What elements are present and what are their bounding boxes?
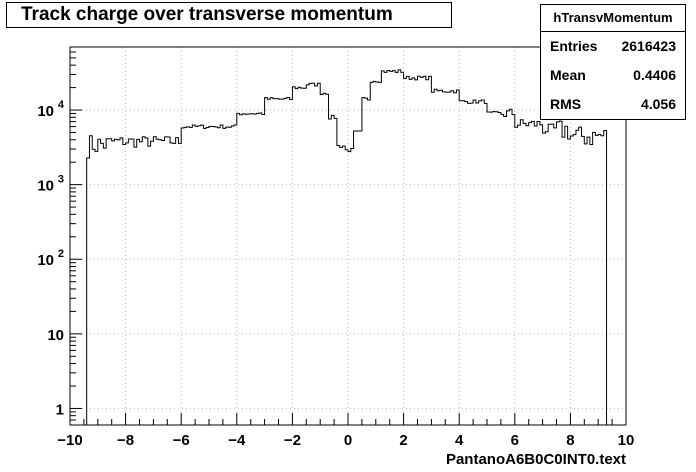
x-tick-label: 6 — [511, 432, 519, 449]
x-axis-title: PantanoA6B0C0INT0.text — [445, 451, 626, 468]
x-tick-label: 0 — [344, 432, 352, 449]
stats-rms-label: RMS — [550, 96, 582, 112]
chart-title-box: Track charge over transverse momentum — [6, 2, 452, 28]
stats-box: hTransvMomentum Entries 2616423 Mean 0.4… — [540, 4, 686, 120]
y-tick-label: 10 — [37, 178, 54, 195]
x-tick-label: −6 — [173, 432, 190, 449]
x-tick-label: −4 — [228, 432, 246, 449]
x-tick-label: −10 — [57, 432, 82, 449]
stats-mean-value: 0.4406 — [633, 67, 676, 83]
histogram-line — [70, 69, 626, 426]
grid-lines — [70, 47, 626, 425]
stats-mean-label: Mean — [550, 67, 586, 83]
chart-title: Track charge over transverse momentum — [21, 4, 393, 25]
stats-entries-label: Entries — [550, 38, 598, 54]
x-tick-label: 4 — [455, 432, 464, 449]
x-axis-ticks: −10 −8 −6 −4 −2 0 2 4 6 8 10 — [57, 413, 634, 449]
y-tick-exponent: 2 — [58, 248, 64, 260]
y-tick-label: 10 — [47, 327, 64, 344]
y-tick-exponent: 3 — [58, 174, 64, 186]
x-tick-label: 10 — [618, 432, 635, 449]
stats-row-mean: Mean 0.4406 — [541, 61, 685, 90]
stats-entries-value: 2616423 — [621, 38, 676, 54]
stats-rms-value: 4.056 — [640, 96, 676, 112]
x-tick-label: 8 — [566, 432, 574, 449]
x-tick-label: −2 — [284, 432, 301, 449]
stats-row-entries: Entries 2616423 — [541, 32, 685, 61]
y-tick-label: 10 — [37, 252, 54, 269]
stats-histogram-name: hTransvMomentum — [541, 5, 685, 32]
y-tick-label: 10 — [37, 103, 54, 120]
x-tick-label: −8 — [117, 432, 134, 449]
y-axis-ticks: 1 10 10 2 10 3 10 4 — [37, 46, 82, 426]
x-tick-label: 2 — [399, 432, 407, 449]
stats-row-rms: RMS 4.056 — [541, 90, 685, 119]
y-tick-label: 1 — [56, 401, 64, 418]
y-tick-exponent: 4 — [58, 99, 65, 111]
